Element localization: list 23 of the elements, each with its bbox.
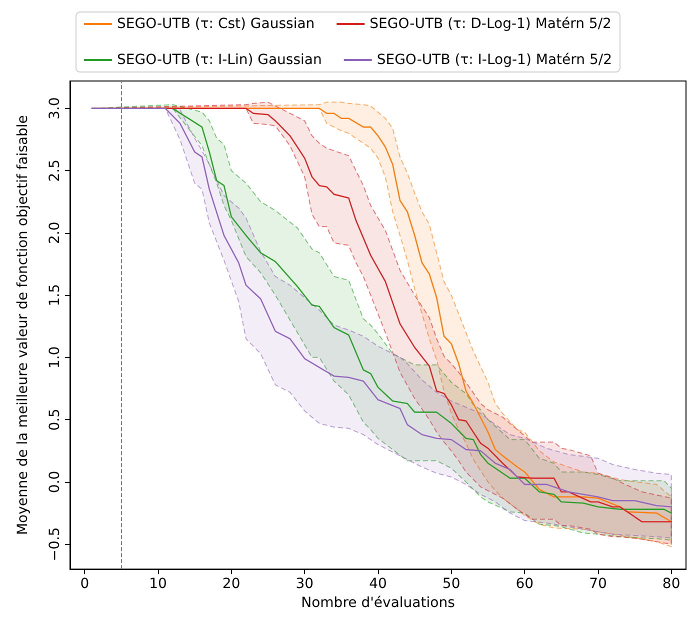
x-tick-label: 50 xyxy=(442,576,460,592)
y-tick-label: 3.0 xyxy=(47,97,63,120)
y-tick-label: −0.5 xyxy=(47,527,63,562)
x-tick-label: 10 xyxy=(149,576,167,592)
x-tick-label: 20 xyxy=(222,576,240,592)
legend-label: SEGO-UTB (τ: Cst) Gaussian xyxy=(117,16,315,32)
x-axis-title: Nombre d'évaluations xyxy=(301,595,455,611)
x-tick-label: 0 xyxy=(80,576,90,592)
y-tick-label: 0.0 xyxy=(47,470,63,494)
x-tick-label: 30 xyxy=(296,576,314,592)
x-tick-label: 70 xyxy=(589,576,607,592)
y-tick-label: 0.5 xyxy=(47,408,63,431)
legend-label: SEGO-UTB (τ: D-Log-1) Matérn 5/2 xyxy=(370,16,612,32)
y-tick-label: 1.0 xyxy=(47,346,63,369)
legend-label: SEGO-UTB (τ: I-Lin) Gaussian xyxy=(117,52,322,68)
x-tick-label: 40 xyxy=(369,576,387,592)
x-tick-label: 60 xyxy=(516,576,534,592)
x-tick-label: 80 xyxy=(662,576,680,592)
y-axis-title: Moyenne de la meilleure valeur de fonction objectif faisable xyxy=(15,115,31,536)
y-tick-label: 2.5 xyxy=(47,160,63,182)
y-tick-label: 2.0 xyxy=(47,222,63,244)
legend-label: SEGO-UTB (τ: I-Log-1) Matérn 5/2 xyxy=(376,52,612,68)
y-tick-label: 1.5 xyxy=(47,284,63,306)
